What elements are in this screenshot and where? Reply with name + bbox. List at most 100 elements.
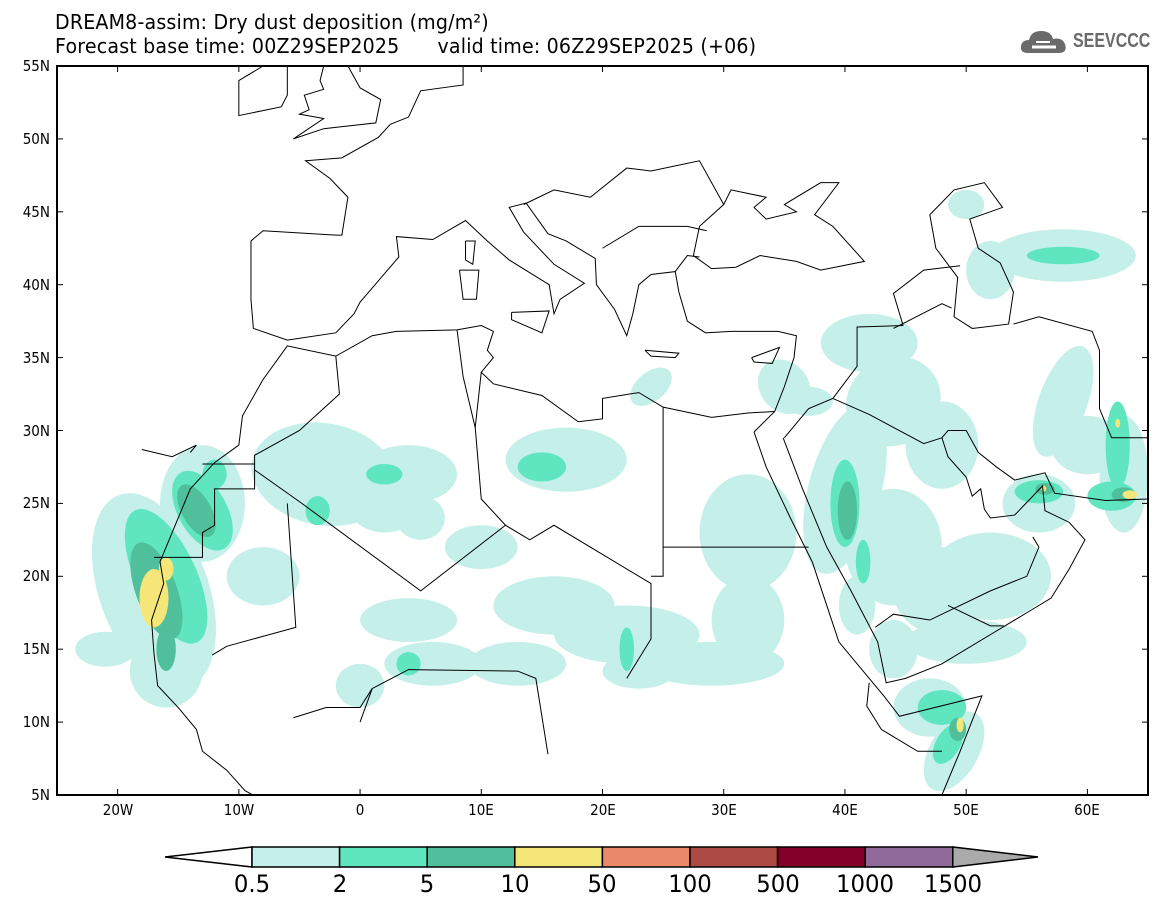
coastline-or-border <box>692 182 866 271</box>
coastline-or-border <box>602 225 707 249</box>
coastlines <box>141 66 1148 795</box>
lat-label: 20N <box>22 567 50 586</box>
coastline-or-border <box>832 397 943 445</box>
dust-contour-level-0 <box>335 663 385 708</box>
forecast-base-time: Forecast base time: 00Z29SEP2025 <box>55 34 400 58</box>
lon-label: 20W <box>102 801 133 819</box>
coastline-or-border <box>359 669 549 755</box>
coastline-or-border <box>293 688 373 719</box>
colorbar-swatch <box>426 846 516 868</box>
colorbar-over-arrow <box>952 846 1039 868</box>
coastline-or-border <box>474 372 506 526</box>
dust-contour-level-1 <box>619 627 635 672</box>
coastline-or-border <box>151 66 798 654</box>
dust-contour-level-0 <box>226 547 300 606</box>
coastline-or-border <box>874 536 1040 628</box>
colorbar-swatch <box>689 846 779 868</box>
coastline-or-border <box>511 310 550 334</box>
lon-label: 60E <box>1074 801 1101 819</box>
dust-contour-level-1 <box>1105 401 1130 489</box>
lat-label: 35N <box>22 348 50 367</box>
coastline-or-border <box>753 411 775 433</box>
coastline-or-border <box>644 349 680 359</box>
coastline-or-border <box>465 240 476 266</box>
lat-label: 55N <box>22 57 50 75</box>
lon-label: 20E <box>589 801 616 819</box>
coastline-or-border <box>293 66 325 140</box>
logo-text: SEEVCCC <box>1073 29 1151 52</box>
coastline-or-border <box>753 431 983 795</box>
dust-contour-level-1 <box>1026 246 1100 265</box>
coastline-or-border <box>293 66 382 140</box>
colorbar-under-arrow <box>164 846 253 868</box>
colorbar-label: 1500 <box>923 870 982 898</box>
lat-label: 10N <box>22 713 50 732</box>
coastline-or-border <box>523 160 725 205</box>
colorbar-swatch <box>864 846 954 868</box>
lat-label: 5N <box>31 786 50 804</box>
lon-label: 0 <box>355 801 365 819</box>
seevccc-logo: SEEVCCC <box>1018 27 1165 55</box>
dust-contour-level-3 <box>1115 418 1121 428</box>
map-subtitle: Forecast base time: 00Z29SEP2025 valid ti… <box>55 35 756 57</box>
colorbar-label: 5 <box>419 870 435 898</box>
lat-label: 45N <box>22 202 50 221</box>
coastline-or-border <box>674 255 700 272</box>
colorbar-swatch <box>338 846 428 868</box>
valid-time: valid time: 06Z29SEP2025 (+06) <box>437 34 757 58</box>
map-title: DREAM8-assim: Dry dust deposition (mg/m²… <box>55 10 489 34</box>
coastline-or-border <box>153 469 256 558</box>
dust-contour-level-0 <box>602 653 676 689</box>
dust-contour-level-0 <box>75 631 136 667</box>
lon-label: 50E <box>953 801 980 819</box>
coastline-or-border <box>783 325 904 439</box>
dust-contour-level-0 <box>360 445 458 504</box>
dust-contour-level-1 <box>855 539 871 584</box>
dust-contour-level-0 <box>699 474 797 591</box>
lat-label: 40N <box>22 275 50 294</box>
axis-ticks <box>57 65 1148 796</box>
cloud-icon <box>1020 31 1066 53</box>
coastline-or-border <box>141 444 197 458</box>
dust-contour-level-3 <box>1122 490 1138 500</box>
colorbar-label: 500 <box>755 870 800 898</box>
dust-contour-level-0 <box>929 532 1052 621</box>
coastline-or-border <box>153 653 255 795</box>
colorbar-label: 10 <box>500 870 530 898</box>
coastline-or-border <box>751 346 781 364</box>
dust-contour-level-2 <box>156 627 176 672</box>
lon-label: 10E <box>468 801 495 819</box>
coastline-or-border <box>893 303 952 329</box>
coastline-or-border <box>866 682 942 752</box>
coastline-or-border <box>929 182 1014 329</box>
dust-contours <box>75 189 1148 792</box>
coastline-or-border <box>211 503 297 656</box>
lat-label: 25N <box>22 494 50 513</box>
lat-label: 15N <box>22 640 50 659</box>
dust-contour-level-0 <box>360 598 458 642</box>
colorbar-swatch <box>251 846 341 868</box>
coastline-or-border <box>650 547 664 577</box>
colorbar-swatch <box>601 846 691 868</box>
dust-contour-level-1 <box>517 452 567 482</box>
dust-contour-level-0 <box>905 401 979 489</box>
dust-contour-level-0 <box>1032 345 1094 457</box>
lon-label: 40E <box>832 801 858 819</box>
coastline-or-border <box>782 430 1148 684</box>
dust-contour-level-1 <box>366 464 403 485</box>
dust-contour-level-1 <box>917 690 967 726</box>
lat-label: 30N <box>22 421 50 440</box>
lon-label: 30E <box>710 801 737 819</box>
colorbar-label: 50 <box>587 870 617 898</box>
dust-contour-level-2 <box>837 481 858 540</box>
dust-contour-level-3 <box>956 717 964 733</box>
coastline-or-border <box>254 356 340 465</box>
dust-contour-level-0 <box>947 189 985 220</box>
colorbar-swatch <box>776 846 866 868</box>
colorbar-label: 0.5 <box>233 870 271 898</box>
dust-contour-level-3 <box>139 569 169 628</box>
dust-contour-level-0 <box>966 240 1015 300</box>
coastline-or-border <box>1013 316 1148 439</box>
